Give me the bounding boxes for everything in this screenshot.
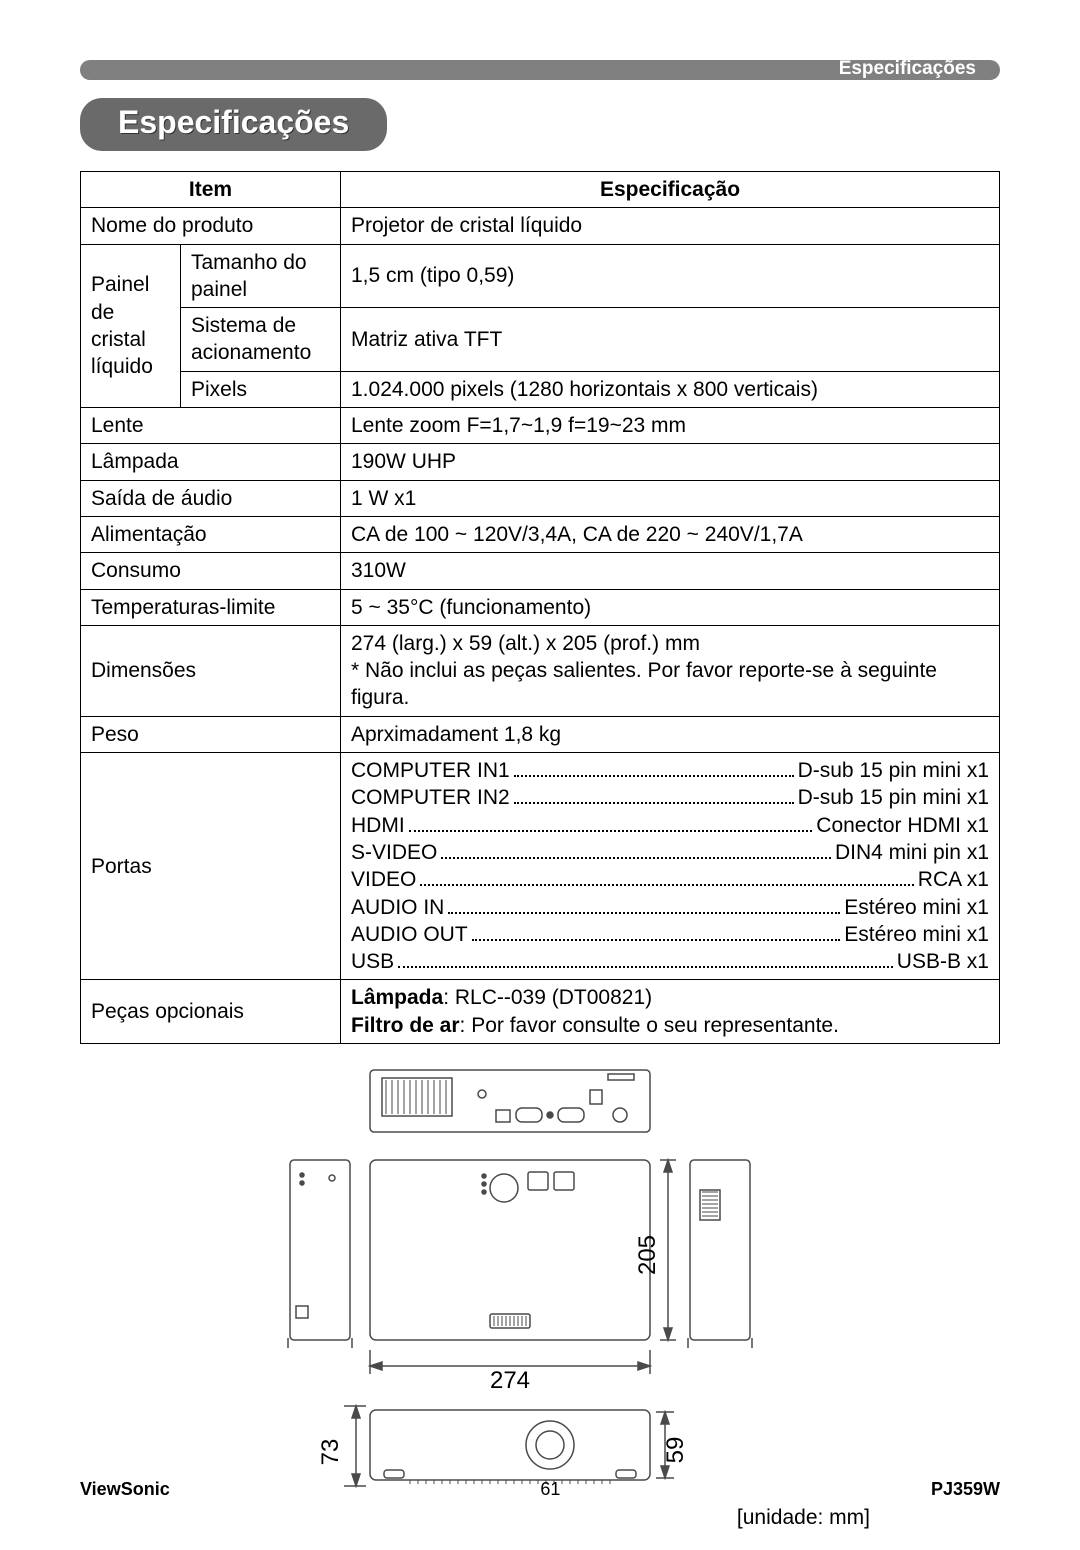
port-right: USB-B x1 xyxy=(897,948,989,975)
port-right: Estéreo mini x1 xyxy=(844,894,989,921)
th-spec: Especificação xyxy=(341,172,1000,208)
row-pixels-label: Pixels xyxy=(181,371,341,407)
port-dots xyxy=(472,924,841,941)
row-temp-value: 5 ~ 35°C (funcionamento) xyxy=(341,589,1000,625)
row-optional-label: Peças opcionais xyxy=(81,980,341,1044)
port-right: D-sub 15 pin mini x1 xyxy=(798,757,989,784)
port-line: COMPUTER IN2 D-sub 15 pin mini x1 xyxy=(351,784,989,811)
row-temp-label: Temperaturas-limite xyxy=(81,589,341,625)
port-line: USB USB-B x1 xyxy=(351,948,989,975)
dimension-diagram: 274 205 73 59 [unidade: mm] xyxy=(80,1060,1000,1550)
row-optional-value: Lâmpada: RLC--039 (DT00821) Filtro de ar… xyxy=(341,980,1000,1044)
port-line: VIDEO RCA x1 xyxy=(351,866,989,893)
row-ports-value: COMPUTER IN1D-sub 15 pin mini x1COMPUTER… xyxy=(341,753,1000,980)
row-pixels-value: 1.024.000 pixels (1280 horizontais x 800… xyxy=(341,371,1000,407)
row-panel-size-value: 1,5 cm (tipo 0,59) xyxy=(341,244,1000,308)
port-left: COMPUTER IN2 xyxy=(351,784,510,811)
port-dots xyxy=(514,760,794,777)
port-dots xyxy=(448,897,840,914)
row-panel-size-label: Tamanho do painel xyxy=(181,244,341,308)
port-left: AUDIO OUT xyxy=(351,921,468,948)
footer-page: 61 xyxy=(540,1479,560,1500)
port-dots xyxy=(398,951,893,968)
row-power-value: CA de 100 ~ 120V/3,4A, CA de 220 ~ 240V/… xyxy=(341,516,1000,552)
port-line: HDMI Conector HDMI x1 xyxy=(351,812,989,839)
row-consumption-value: 310W xyxy=(341,553,1000,589)
port-left: S-VIDEO xyxy=(351,839,437,866)
row-product-name-value: Projetor de cristal líquido xyxy=(341,208,1000,244)
dim-274: 274 xyxy=(490,1367,530,1394)
th-item: Item xyxy=(81,172,341,208)
port-right: RCA x1 xyxy=(918,866,989,893)
row-consumption-label: Consumo xyxy=(81,553,341,589)
port-right: DIN4 mini pin x1 xyxy=(835,839,989,866)
header-bar: Especificações xyxy=(80,60,1000,80)
row-drive-sys-value: Matriz ativa TFT xyxy=(341,308,1000,372)
optional-filter-label: Filtro de ar xyxy=(351,1014,460,1037)
row-weight-label: Peso xyxy=(81,716,341,752)
row-lcd-group: Painel de cristal líquido xyxy=(81,244,181,407)
dim-73: 73 xyxy=(317,1439,344,1466)
port-line: AUDIO OUT Estéreo mini x1 xyxy=(351,921,989,948)
row-dim-value: 274 (larg.) x 59 (alt.) x 205 (prof.) mm… xyxy=(341,625,1000,716)
port-right: D-sub 15 pin mini x1 xyxy=(798,784,989,811)
port-right: Conector HDMI x1 xyxy=(816,812,989,839)
row-audio-value: 1 W x1 xyxy=(341,480,1000,516)
section-title-pill: Especificações xyxy=(80,98,387,151)
port-dots xyxy=(514,788,794,805)
optional-filter-value: : Por favor consulte o seu representante… xyxy=(460,1014,839,1037)
row-lamp-value: 190W UHP xyxy=(341,444,1000,480)
port-dots xyxy=(441,842,831,859)
page-footer: ViewSonic 61 PJ359W xyxy=(80,1479,1000,1500)
optional-lamp-value: : RLC--039 (DT00821) xyxy=(443,986,652,1009)
spec-table: Item Especificação Nome do produto Proje… xyxy=(80,171,1000,1044)
row-power-label: Alimentação xyxy=(81,516,341,552)
unit-label: [unidade: mm] xyxy=(737,1506,870,1530)
row-lamp-label: Lâmpada xyxy=(81,444,341,480)
port-left: COMPUTER IN1 xyxy=(351,757,510,784)
footer-model: PJ359W xyxy=(931,1479,1000,1500)
port-line: AUDIO IN Estéreo mini x1 xyxy=(351,894,989,921)
port-right: Estéreo mini x1 xyxy=(844,921,989,948)
row-lens-value: Lente zoom F=1,7~1,9 f=19~23 mm xyxy=(341,408,1000,444)
port-left: HDMI xyxy=(351,812,405,839)
port-left: AUDIO IN xyxy=(351,894,444,921)
row-ports-label: Portas xyxy=(81,753,341,980)
dim-205: 205 xyxy=(634,1235,661,1275)
port-left: USB xyxy=(351,948,394,975)
port-left: VIDEO xyxy=(351,866,416,893)
row-dim-label: Dimensões xyxy=(81,625,341,716)
footer-brand: ViewSonic xyxy=(80,1479,170,1500)
header-bar-label: Especificações xyxy=(839,58,976,80)
row-weight-value: Aprximadament 1,8 kg xyxy=(341,716,1000,752)
row-audio-label: Saída de áudio xyxy=(81,480,341,516)
port-dots xyxy=(409,815,813,832)
optional-lamp-label: Lâmpada xyxy=(351,986,443,1009)
port-line: S-VIDEO DIN4 mini pin x1 xyxy=(351,839,989,866)
port-dots xyxy=(420,869,913,886)
port-line: COMPUTER IN1 D-sub 15 pin mini x1 xyxy=(351,757,989,784)
row-drive-sys-label: Sistema de acionamento xyxy=(181,308,341,372)
row-lens-label: Lente xyxy=(81,408,341,444)
dim-59: 59 xyxy=(662,1437,689,1464)
row-product-name-label: Nome do produto xyxy=(81,208,341,244)
